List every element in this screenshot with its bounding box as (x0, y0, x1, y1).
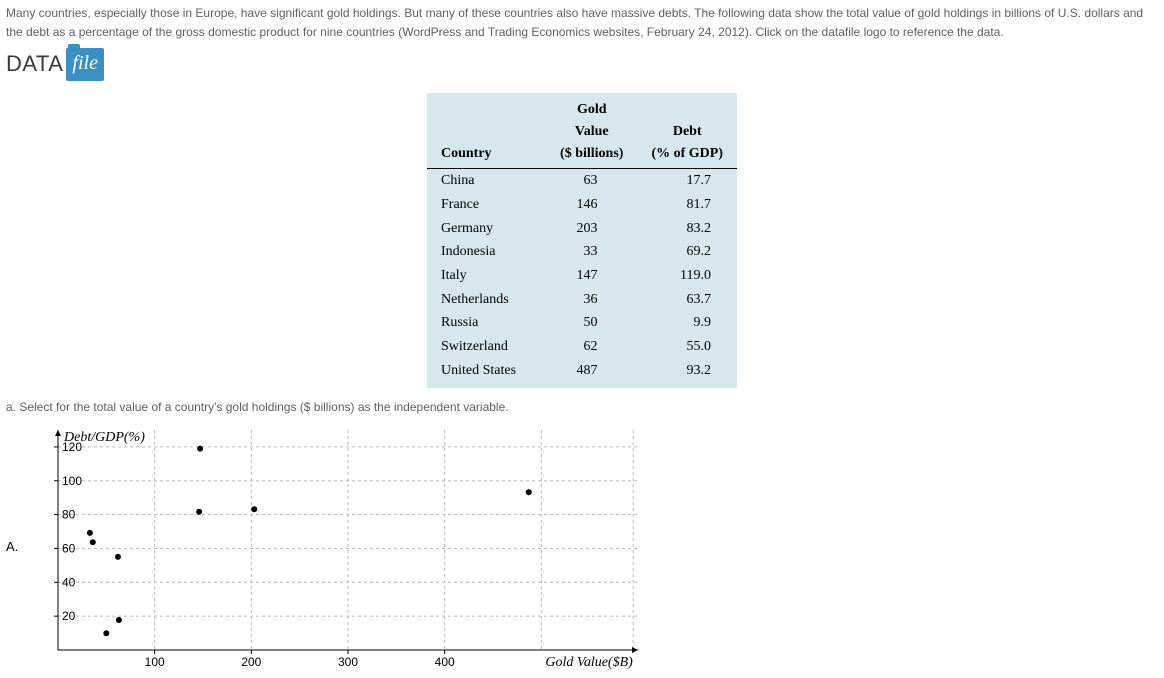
scatter-plot: 20406080100120100200300400Debt/GDP(%)Gol… (26, 420, 648, 674)
table-row: Switzerland6255.0 (427, 335, 737, 359)
table-row: Russia509.9 (427, 311, 737, 335)
table-row: China6317.7 (427, 169, 737, 193)
cell-gold: 62 (546, 335, 637, 359)
svg-text:Gold Value($B): Gold Value($B) (546, 655, 634, 670)
datafile-word-data: DATA (6, 47, 63, 81)
cell-gold: 146 (546, 193, 637, 217)
intro-paragraph: Many countries, especially those in Euro… (6, 4, 1156, 41)
cell-gold: 36 (546, 288, 637, 312)
table-row: Indonesia3369.2 (427, 240, 737, 264)
table-row: France14681.7 (427, 193, 737, 217)
table-row: Netherlands3663.7 (427, 288, 737, 312)
svg-text:80: 80 (62, 508, 76, 522)
cell-country: Italy (427, 264, 546, 288)
cell-country: China (427, 169, 546, 193)
cell-debt: 63.7 (637, 288, 737, 312)
gold-debt-table: Country Gold Value ($ billions) Debt (% … (427, 93, 737, 387)
cell-debt: 55.0 (637, 335, 737, 359)
part-a-label: A. (6, 537, 18, 557)
cell-country: United States (427, 359, 546, 388)
cell-debt: 17.7 (637, 169, 737, 193)
svg-text:400: 400 (435, 655, 455, 669)
cell-debt: 9.9 (637, 311, 737, 335)
cell-gold: 63 (546, 169, 637, 193)
svg-text:20: 20 (62, 609, 76, 623)
col-header-country: Country (427, 93, 546, 169)
col-header-debt: Debt (% of GDP) (637, 93, 737, 169)
question-a: a. Select for the total value of a count… (6, 398, 1158, 417)
cell-debt: 93.2 (637, 359, 737, 388)
datafile-button[interactable]: DATA file (6, 47, 104, 81)
cell-gold: 147 (546, 264, 637, 288)
cell-gold: 203 (546, 217, 637, 241)
cell-gold: 487 (546, 359, 637, 388)
cell-debt: 119.0 (637, 264, 737, 288)
table-row: Germany20383.2 (427, 217, 737, 241)
cell-gold: 33 (546, 240, 637, 264)
cell-country: France (427, 193, 546, 217)
cell-debt: 83.2 (637, 217, 737, 241)
svg-text:300: 300 (338, 655, 358, 669)
svg-text:200: 200 (242, 655, 262, 669)
table-row: United States48793.2 (427, 359, 737, 388)
cell-country: Netherlands (427, 288, 546, 312)
datafile-word-file: file (66, 48, 104, 81)
svg-text:40: 40 (62, 575, 76, 589)
cell-country: Switzerland (427, 335, 546, 359)
table-row: Italy147119.0 (427, 264, 737, 288)
cell-country: Russia (427, 311, 546, 335)
cell-debt: 69.2 (637, 240, 737, 264)
col-header-gold: Gold Value ($ billions) (546, 93, 637, 169)
svg-text:100: 100 (145, 655, 165, 669)
svg-text:60: 60 (62, 542, 76, 556)
cell-gold: 50 (546, 311, 637, 335)
svg-text:Debt/GDP(%): Debt/GDP(%) (63, 430, 145, 445)
svg-text:100: 100 (62, 474, 82, 488)
cell-debt: 81.7 (637, 193, 737, 217)
cell-country: Indonesia (427, 240, 546, 264)
cell-country: Germany (427, 217, 546, 241)
